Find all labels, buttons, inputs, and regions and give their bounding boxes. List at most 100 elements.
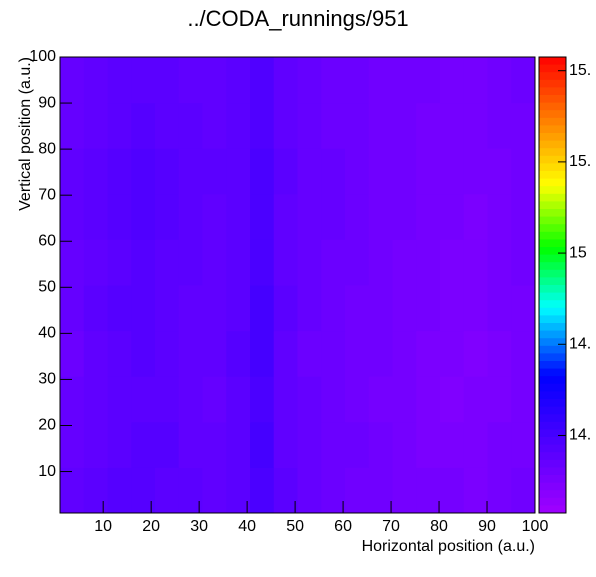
heatmap-cell <box>202 102 227 149</box>
colorbar-tick-label: 15 <box>569 244 587 261</box>
heatmap-cell <box>368 421 393 468</box>
heatmap-cell <box>107 102 132 149</box>
heatmap-cell <box>178 330 203 377</box>
heatmap-cell <box>273 193 298 240</box>
heatmap-cell <box>345 148 370 195</box>
heatmap-cell <box>345 285 370 332</box>
colorbar-segment <box>539 323 566 332</box>
colorbar-tick-label: 14. <box>569 427 591 444</box>
heatmap-cell <box>416 148 441 195</box>
heatmap-cell <box>60 102 85 149</box>
heatmap-cell <box>60 57 85 104</box>
colorbar-segment <box>539 186 566 195</box>
colorbar-segment <box>539 452 566 461</box>
heatmap-cell <box>250 421 275 468</box>
heatmap-cell <box>250 57 275 104</box>
heatmap-cell <box>487 285 512 332</box>
heatmap-cell <box>178 239 203 286</box>
y-tick-label: 30 <box>38 371 56 388</box>
heatmap-cell <box>463 57 488 104</box>
heatmap-cell <box>202 330 227 377</box>
heatmap-cell <box>297 102 322 149</box>
heatmap-cell <box>155 102 180 149</box>
heatmap-cell <box>107 57 132 104</box>
heatmap-cell <box>155 330 180 377</box>
heatmap-cell <box>416 102 441 149</box>
heatmap-cell <box>416 193 441 240</box>
colorbar-segment <box>539 72 566 81</box>
heatmap-cell <box>511 239 536 286</box>
heatmap-cell <box>60 239 85 286</box>
heatmap-cell <box>83 285 108 332</box>
colorbar-segment <box>539 64 566 73</box>
heatmap-cell <box>273 467 298 514</box>
heatmap-cell <box>83 239 108 286</box>
heatmap-cell <box>155 148 180 195</box>
x-tick-label: 20 <box>142 518 160 535</box>
colorbar-tick-label: 15. <box>569 153 591 170</box>
colorbar-segment <box>539 79 566 88</box>
heatmap-cell <box>250 193 275 240</box>
heatmap-cell <box>131 148 156 195</box>
heatmap-cell <box>463 148 488 195</box>
heatmap-cell <box>60 421 85 468</box>
heatmap-cell <box>250 239 275 286</box>
heatmap-cell <box>368 57 393 104</box>
heatmap-cell <box>250 102 275 149</box>
colorbar-segment <box>539 277 566 286</box>
heatmap-cell <box>463 421 488 468</box>
heatmap-cell <box>202 148 227 195</box>
colorbar-segment <box>539 201 566 210</box>
heatmap-cell <box>131 467 156 514</box>
heatmap-cell <box>155 376 180 423</box>
colorbar-segment <box>539 383 566 392</box>
colorbar-segment <box>539 368 566 377</box>
heatmap-cell <box>345 421 370 468</box>
heatmap-cell <box>83 57 108 104</box>
x-tick-label: 90 <box>478 518 496 535</box>
colorbar-segment <box>539 300 566 309</box>
colorbar-segment <box>539 429 566 438</box>
colorbar-frame <box>538 56 567 514</box>
heatmap-cell <box>345 193 370 240</box>
heatmap-cell <box>226 330 251 377</box>
heatmap-cell <box>83 376 108 423</box>
heatmap-cell <box>131 421 156 468</box>
colorbar-segment <box>539 209 566 218</box>
heatmap-cell <box>392 57 417 104</box>
heatmap-cell <box>440 467 465 514</box>
heatmap-cell <box>83 467 108 514</box>
colorbar-segment <box>539 102 566 111</box>
colorbar-segment <box>539 178 566 187</box>
heatmap-cell <box>511 57 536 104</box>
heatmap-cell <box>321 239 346 286</box>
heatmap-cell <box>487 102 512 149</box>
colorbar-segment <box>539 497 566 506</box>
heatmap-cell <box>155 467 180 514</box>
colorbar-segment <box>539 421 566 430</box>
colorbar-segment <box>539 345 566 354</box>
heatmap-cell <box>273 148 298 195</box>
y-tick-label: 100 <box>29 48 56 65</box>
colorbar-segment <box>539 231 566 240</box>
heatmap-cell <box>416 285 441 332</box>
heatmap-cell <box>83 102 108 149</box>
heatmap-cell <box>345 239 370 286</box>
colorbar-segment <box>539 444 566 453</box>
x-axis-label: Horizontal position (a.u.) <box>362 538 535 555</box>
heatmap-cell <box>440 148 465 195</box>
heatmap-cell <box>131 102 156 149</box>
colorbar-segment <box>539 482 566 491</box>
heatmap-cell <box>107 193 132 240</box>
heatmap-cell <box>226 467 251 514</box>
heatmap-cell <box>297 330 322 377</box>
heatmap-cell <box>368 467 393 514</box>
heatmap-cell <box>226 102 251 149</box>
heatmap-cell <box>440 102 465 149</box>
heatmap-cell <box>368 102 393 149</box>
heatmap-cell <box>250 467 275 514</box>
heatmap-cell <box>60 376 85 423</box>
colorbar-segment <box>539 338 566 347</box>
heatmap-cell <box>487 421 512 468</box>
y-tick-label: 40 <box>38 325 56 342</box>
